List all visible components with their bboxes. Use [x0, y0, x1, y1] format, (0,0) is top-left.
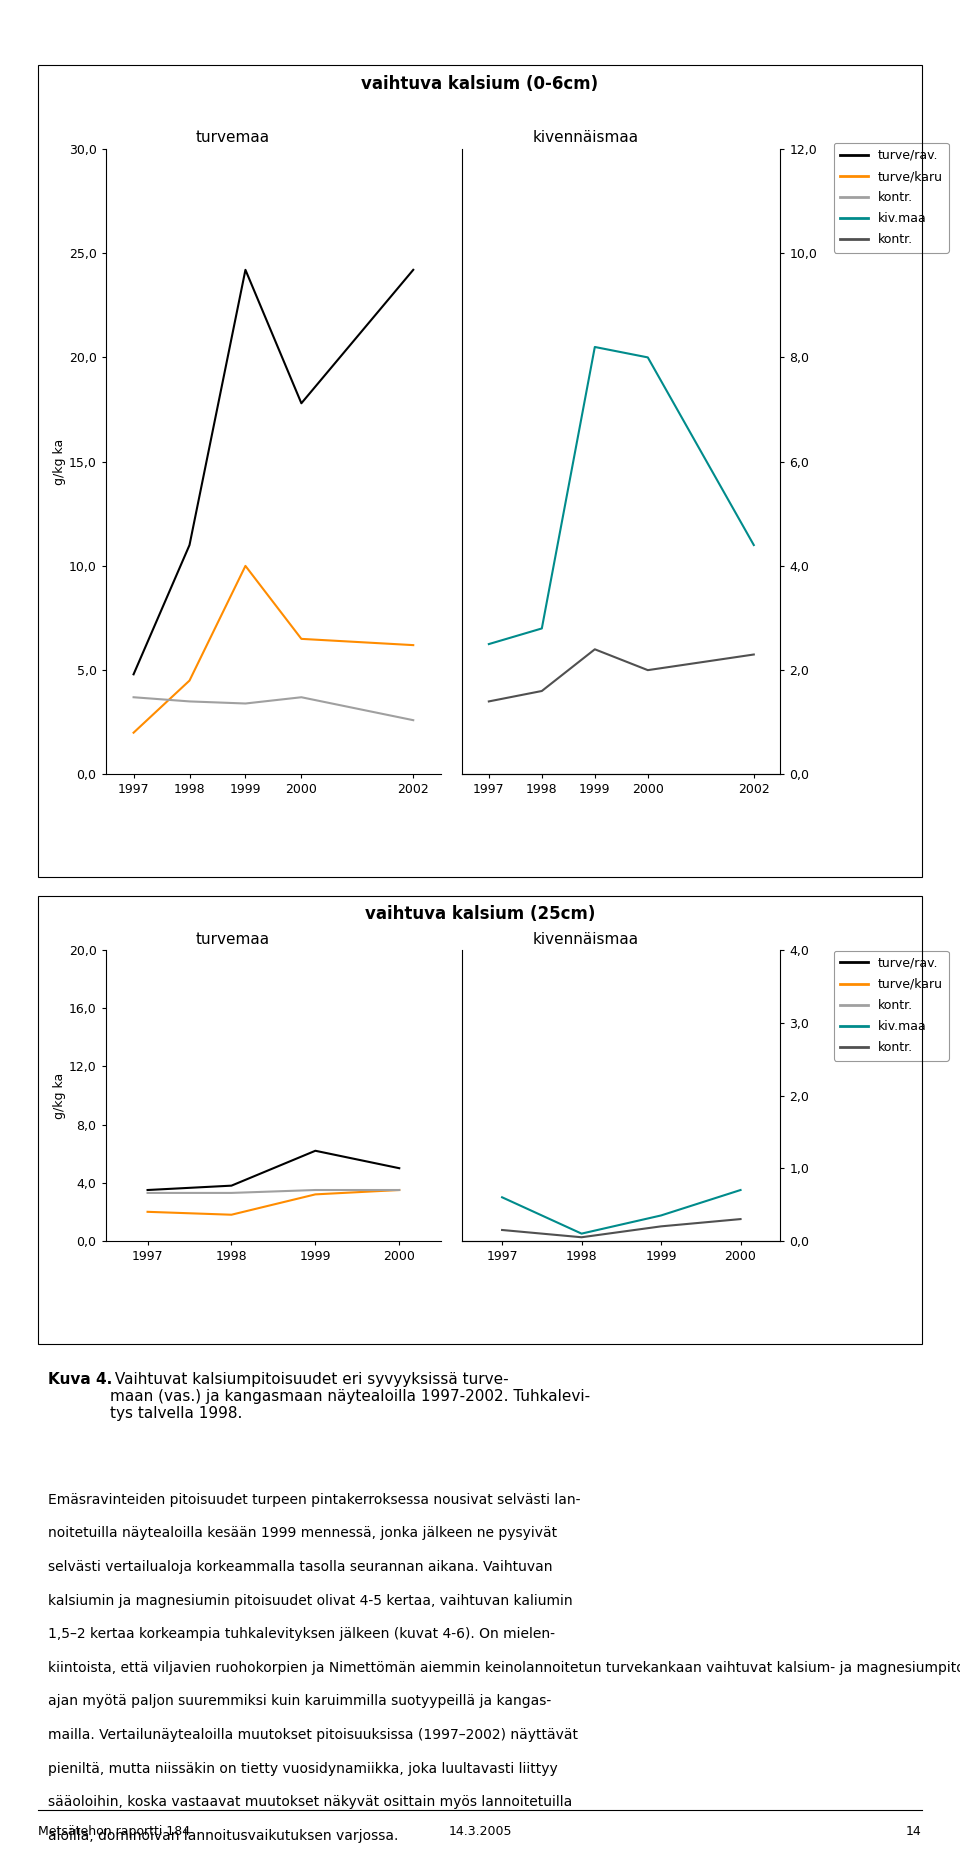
Text: ajan myötä paljon suuremmiksi kuin karuimmilla suotyypeillä ja kangas-: ajan myötä paljon suuremmiksi kuin karui…	[48, 1694, 551, 1709]
Text: Kuva 4.: Kuva 4.	[48, 1372, 112, 1386]
Text: Vaihtuvat kalsiumpitoisuudet eri syvyyksissä turve-
maan (vas.) ja kangasmaan nä: Vaihtuvat kalsiumpitoisuudet eri syvyyks…	[110, 1372, 590, 1422]
Y-axis label: g/kg ka: g/kg ka	[53, 439, 66, 485]
Y-axis label: g/kg ka: g/kg ka	[53, 1073, 66, 1118]
Text: sääoloihin, koska vastaavat muutokset näkyvät osittain myös lannoitetuilla: sääoloihin, koska vastaavat muutokset nä…	[48, 1795, 572, 1810]
Legend: turve/rav., turve/karu, kontr., kiv.maa, kontr.: turve/rav., turve/karu, kontr., kiv.maa,…	[834, 142, 948, 252]
Text: vaihtuva kalsium (0-6cm): vaihtuva kalsium (0-6cm)	[361, 75, 599, 93]
Text: 1,5–2 kertaa korkeampia tuhkalevityksen jälkeen (kuvat 4-6). On mielen-: 1,5–2 kertaa korkeampia tuhkalevityksen …	[48, 1627, 555, 1642]
Text: kivennäismaa: kivennäismaa	[533, 931, 639, 946]
Text: vaihtuva kalsium (25cm): vaihtuva kalsium (25cm)	[365, 905, 595, 924]
Text: kivennäismaa: kivennäismaa	[533, 131, 639, 146]
Text: selvästi vertailualoja korkeammalla tasolla seurannan aikana. Vaihtuvan: selvästi vertailualoja korkeammalla taso…	[48, 1560, 553, 1575]
Text: 14.3.2005: 14.3.2005	[448, 1825, 512, 1838]
Text: turvemaa: turvemaa	[196, 931, 270, 946]
Text: noitetuilla näytealoilla kesään 1999 mennessä, jonka jälkeen ne pysyivät: noitetuilla näytealoilla kesään 1999 men…	[48, 1526, 557, 1541]
Text: kalsiumin ja magnesiumin pitoisuudet olivat 4-5 kertaa, vaihtuvan kaliumin: kalsiumin ja magnesiumin pitoisuudet oli…	[48, 1594, 572, 1608]
Text: 14: 14	[906, 1825, 922, 1838]
Legend: turve/rav., turve/karu, kontr., kiv.maa, kontr.: turve/rav., turve/karu, kontr., kiv.maa,…	[834, 950, 948, 1060]
Text: Emäsravinteiden pitoisuudet turpeen pintakerroksessa nousivat selvästi lan-: Emäsravinteiden pitoisuudet turpeen pint…	[48, 1493, 581, 1508]
Text: turvemaa: turvemaa	[196, 131, 270, 146]
Text: mailla. Vertailunäytealoilla muutokset pitoisuuksissa (1997–2002) näyttävät: mailla. Vertailunäytealoilla muutokset p…	[48, 1728, 578, 1743]
Text: Metsätehon raportti 184: Metsätehon raportti 184	[38, 1825, 190, 1838]
Text: aloilla, dominoivan lannoitusvaikutuksen varjossa.: aloilla, dominoivan lannoitusvaikutuksen…	[48, 1829, 398, 1844]
Text: pieniltä, mutta niissäkin on tietty vuosidynamiikka, joka luultavasti liittyy: pieniltä, mutta niissäkin on tietty vuos…	[48, 1762, 558, 1776]
Text: kiintoista, että viljavien ruohokorpien ja Nimettömän aiemmin keinolannoitetun t: kiintoista, että viljavien ruohokorpien …	[48, 1661, 960, 1676]
